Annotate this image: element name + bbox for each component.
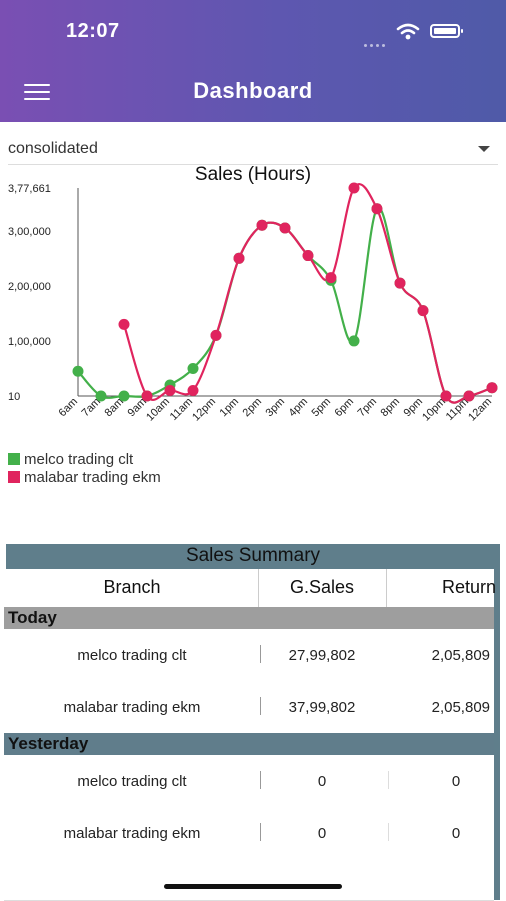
sales-hours-chart: Sales (Hours) 10 1,00,000 2,00,000 3,00,000… [0, 164, 506, 504]
data-point [118, 318, 130, 330]
legend-item-malabar: malabar trading ekm [8, 468, 161, 486]
cell-return: 0 [451, 825, 461, 842]
data-point [417, 305, 429, 317]
data-point [187, 362, 199, 374]
cell-branch: malabar trading ekm [63, 825, 201, 842]
cell-divider [260, 645, 261, 663]
cell-branch: melco trading clt [77, 773, 187, 790]
hamburger-menu-icon[interactable] [24, 84, 50, 102]
data-point [164, 384, 176, 396]
data-point [440, 390, 452, 402]
chevron-down-icon [478, 146, 490, 152]
legend-item-melco: melco trading clt [8, 450, 161, 468]
cell-return: 2,05,809 [431, 647, 490, 664]
y-tick-label: 10 [8, 391, 20, 403]
cell-branch: melco trading clt [77, 647, 187, 664]
x-tick-label: 12pm [190, 396, 218, 424]
section-today: Today [4, 607, 494, 629]
x-tick-label: 8pm [378, 396, 402, 420]
cell-divider [388, 823, 389, 841]
data-point [394, 277, 406, 289]
column-divider [386, 569, 387, 607]
data-point [348, 182, 360, 194]
series-line-1 [122, 183, 493, 404]
column-header-gsales: G.Sales [289, 577, 355, 597]
x-tick-label: 5pm [309, 396, 333, 420]
data-point [348, 335, 360, 347]
data-point [256, 219, 268, 231]
cell-gsales: 27,99,802 [288, 647, 356, 664]
table-row[interactable]: melco trading clt 0 0 [4, 755, 494, 808]
summary-header-row: Branch G.Sales Return [4, 569, 496, 608]
summary-title: Sales Summary [185, 545, 321, 566]
y-tick-label: 2,00,000 [8, 281, 51, 293]
battery-icon [430, 24, 463, 38]
data-point [118, 390, 130, 402]
cell-return: 0 [451, 773, 461, 790]
cell-divider [260, 771, 261, 789]
cell-divider [260, 823, 261, 841]
data-point [279, 222, 291, 234]
data-point [463, 390, 475, 402]
cell-return: 2,05,809 [431, 699, 490, 716]
table-row[interactable]: malabar trading ekm 37,99,802 2,05,809 [4, 681, 494, 734]
y-tick-label: 3,00,000 [8, 226, 51, 238]
x-tick-label: 7pm [355, 396, 379, 420]
x-tick-label: 6pm [332, 396, 356, 420]
x-tick-label: 2pm [240, 396, 264, 420]
home-indicator [164, 884, 342, 889]
data-point [233, 252, 245, 264]
y-tick-label: 3,77,661 [8, 183, 51, 195]
section-yesterday: Yesterday [4, 733, 494, 755]
legend-swatch [8, 453, 20, 465]
app-header: 12:07 Dashboard [0, 0, 506, 122]
table-row[interactable]: melco trading clt 27,99,802 2,05,809 [4, 629, 494, 682]
wifi-icon [396, 23, 420, 40]
column-header-return: Return [441, 577, 496, 597]
status-time: 12:07 [66, 20, 120, 42]
chart-legend: melco trading clt malabar trading ekm [8, 450, 161, 486]
legend-swatch [8, 471, 20, 483]
series-line-0 [77, 206, 493, 404]
data-point [210, 329, 222, 341]
cell-divider [388, 771, 389, 789]
branch-filter-dropdown[interactable]: consolidated [8, 134, 498, 165]
section-label: Today [8, 608, 57, 627]
cell-gsales: 0 [317, 773, 327, 790]
data-point [95, 390, 107, 402]
x-tick-label: 1pm [217, 396, 241, 420]
x-tick-label: 11am [168, 396, 195, 423]
x-tick-label: 6am [56, 396, 80, 420]
data-point [371, 203, 383, 215]
data-point [141, 390, 153, 402]
y-tick-label: 1,00,000 [8, 336, 51, 348]
data-point [72, 365, 84, 377]
data-point [325, 272, 337, 284]
page-title: Dashboard [193, 78, 313, 103]
data-point [187, 384, 199, 396]
section-label: Yesterday [8, 734, 89, 753]
cell-gsales: 0 [317, 825, 327, 842]
legend-label: malabar trading ekm [24, 468, 161, 486]
data-point [302, 250, 314, 262]
dropdown-selected-value: consolidated [8, 140, 98, 157]
cellular-signal-icon [364, 34, 390, 47]
cell-divider [260, 697, 261, 715]
cell-gsales: 37,99,802 [288, 699, 356, 716]
data-point [486, 382, 498, 394]
chart-title: Sales (Hours) [194, 164, 312, 185]
column-divider [258, 569, 259, 607]
column-header-branch: Branch [103, 577, 161, 597]
legend-label: melco trading clt [24, 450, 134, 468]
cell-branch: malabar trading ekm [63, 699, 201, 716]
x-tick-label: 4pm [286, 396, 310, 420]
x-tick-label: 3pm [263, 396, 287, 420]
